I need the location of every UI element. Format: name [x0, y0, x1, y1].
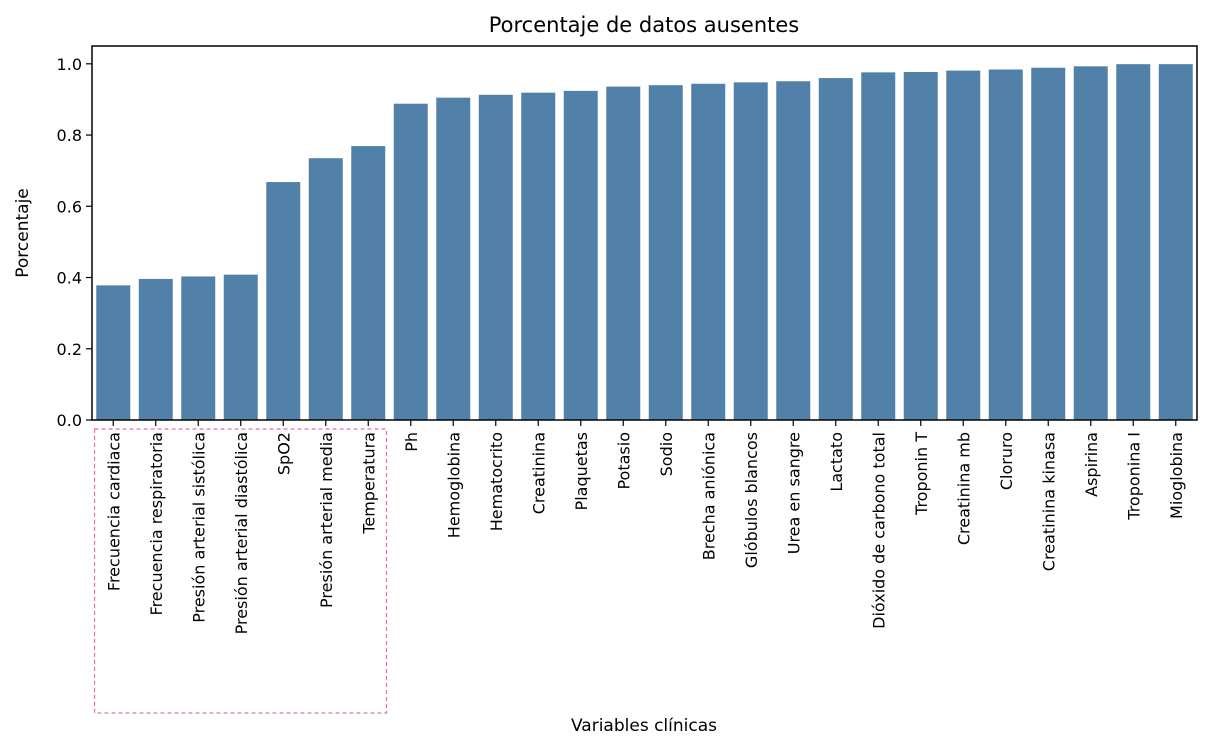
bar-18 — [818, 78, 853, 421]
bar-5 — [266, 182, 301, 420]
y-tick-label: 0.4 — [57, 269, 82, 288]
bar-26 — [1158, 64, 1193, 420]
bar-21 — [946, 70, 981, 420]
bar-24 — [1073, 66, 1108, 420]
y-tick-label: 1.0 — [57, 55, 82, 74]
plot-frame — [91, 45, 1198, 421]
bar-1 — [96, 285, 131, 420]
bar-16 — [733, 82, 768, 421]
x-tick-label: Temperatura — [359, 432, 378, 535]
y-tick-label: 0.2 — [57, 340, 82, 359]
x-tick-label: Presión arterial diastólica — [232, 432, 251, 634]
bar-6 — [308, 158, 343, 420]
bar-10 — [478, 94, 513, 420]
x-tick-label: Plaquetas — [572, 432, 591, 510]
x-tick-label: Mioglobina — [1167, 432, 1186, 519]
bar-3 — [181, 276, 216, 420]
x-tick-label: Ph — [402, 432, 421, 452]
bar-8 — [393, 103, 428, 421]
bar-22 — [988, 69, 1023, 420]
x-tick-label: Troponin T — [912, 432, 931, 516]
x-tick-label: Aspirina — [1082, 432, 1101, 497]
y-tick-label: 0.6 — [57, 197, 82, 216]
bar-23 — [1031, 67, 1066, 421]
bars-layer — [96, 64, 1193, 421]
x-tick-label: Urea en sangre — [784, 432, 803, 554]
highlight-box — [93, 428, 388, 714]
x-tick-label: SpO2 — [274, 432, 293, 475]
x-axis-label: Variables clínicas — [571, 716, 717, 736]
y-axis-label: Porcentaje — [13, 188, 33, 278]
x-axis: Frecuencia cardiaca Frecuencia respirator… — [104, 420, 1186, 634]
bar-15 — [691, 83, 726, 420]
x-tick-label: Dióxido de carbono total — [869, 432, 888, 629]
x-tick-label: Frecuencia respiratoria — [147, 432, 166, 615]
x-tick-label: Hematocrito — [487, 432, 506, 531]
x-tick-label: Creatinina kinasa — [1039, 432, 1058, 571]
y-axis: 0.0 0.2 0.4 0.6 0.8 1.0 — [57, 55, 92, 430]
bar-7 — [351, 146, 386, 420]
bar-17 — [776, 81, 811, 421]
y-tick-label: 0.8 — [57, 126, 82, 145]
x-tick-label: Lactato — [827, 432, 846, 492]
y-tick-label: 0.0 — [57, 411, 82, 430]
x-tick-label: Brecha aniónica — [699, 432, 718, 560]
bar-2 — [138, 278, 173, 420]
bar-14 — [648, 85, 683, 420]
x-tick-label: Potasio — [614, 432, 633, 490]
bar-9 — [436, 97, 471, 421]
x-tick-label: Creatinina — [529, 432, 548, 514]
bar-12 — [563, 90, 598, 420]
x-tick-label: Glóbulos blancos — [742, 432, 761, 568]
bar-25 — [1116, 64, 1151, 420]
bar-19 — [861, 72, 896, 420]
bar-13 — [606, 86, 641, 420]
x-tick-label: Frecuencia cardiaca — [104, 432, 123, 591]
x-tick-label: Presión arterial sistólica — [189, 432, 208, 623]
x-tick-label: Cloruro — [997, 432, 1016, 490]
x-tick-label: Troponina I — [1124, 432, 1143, 521]
bar-11 — [521, 92, 556, 420]
x-tick-label: Sodio — [657, 432, 676, 476]
bar-20 — [903, 72, 938, 421]
x-tick-label: Hemoglobina — [444, 432, 463, 538]
bar-4 — [223, 274, 258, 420]
x-tick-label: Presión arterial media — [317, 432, 336, 608]
x-tick-label: Creatinina mb — [954, 432, 973, 545]
chart-title: Porcentaje de datos ausentes — [489, 13, 800, 37]
